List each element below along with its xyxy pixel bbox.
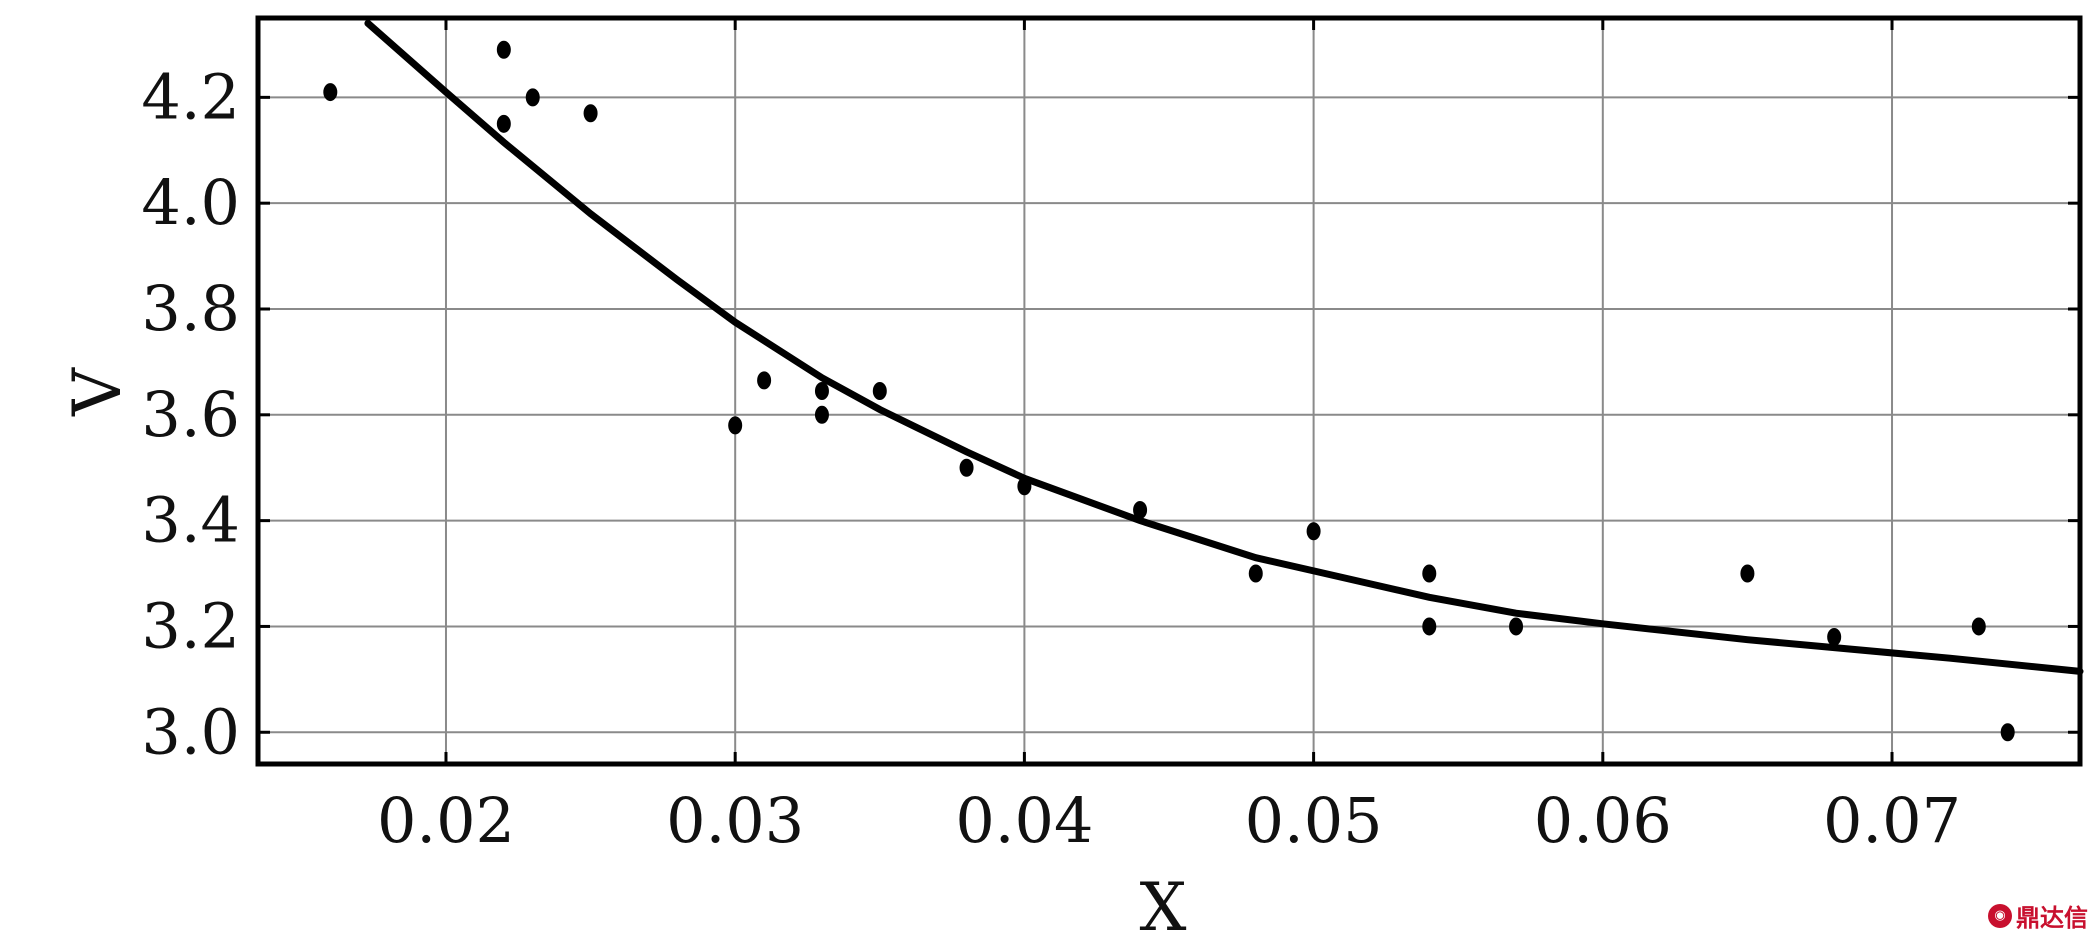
watermark-text: 鼎达信 — [2016, 904, 2088, 932]
data-point — [496, 40, 511, 59]
y-tick-label: 3.4 — [141, 484, 240, 557]
data-point — [583, 104, 598, 123]
data-point — [959, 458, 974, 477]
data-point — [872, 382, 887, 400]
x-tick-label: 0.06 — [1534, 784, 1672, 857]
data-point — [1827, 628, 1842, 647]
data-point — [728, 416, 743, 435]
x-tick-label: 0.04 — [955, 784, 1093, 857]
x-tick-label: 0.03 — [666, 784, 804, 857]
x-tick-labels: 0.02 0.03 0.04 0.05 0.06 0.07 — [377, 784, 1961, 857]
data-point — [1306, 522, 1321, 541]
data-point — [814, 382, 829, 400]
x-axis-title: X — [1140, 869, 1187, 946]
data-points — [323, 40, 2015, 742]
plot-frame — [255, 15, 2083, 767]
data-point — [757, 371, 772, 390]
data-point — [1248, 564, 1263, 583]
data-point — [1509, 617, 1524, 636]
x-tick-label: 0.05 — [1245, 784, 1383, 857]
dingdaxin-logo-icon: ◉ — [1988, 903, 2012, 928]
data-point — [1422, 564, 1437, 583]
data-point — [2000, 723, 2015, 742]
fit-curve — [364, 19, 2084, 675]
y-tick-label: 3.8 — [141, 272, 240, 345]
data-point — [1017, 477, 1032, 496]
tick-marks — [258, 18, 2080, 764]
data-point — [1133, 501, 1148, 520]
data-point — [1740, 564, 1755, 583]
y-tick-labels: 3.0 3.2 3.4 3.6 3.8 4.0 4.2 — [141, 60, 240, 768]
data-point — [525, 88, 540, 107]
y-tick-label: 3.2 — [141, 589, 240, 662]
x-tick-label: 0.07 — [1823, 784, 1961, 857]
data-point — [1971, 617, 1986, 636]
y-tick-label: 4.0 — [141, 166, 240, 239]
y-axis-title: V — [59, 367, 136, 417]
watermark: ◉ 鼎达信 — [1988, 898, 2088, 933]
data-point — [496, 114, 511, 133]
grid — [258, 18, 2080, 764]
data-point — [1422, 617, 1437, 636]
data-point — [814, 405, 829, 424]
y-tick-label: 3.6 — [141, 378, 240, 451]
y-tick-label: 4.2 — [141, 60, 240, 133]
y-tick-label: 3.0 — [141, 695, 240, 768]
data-point — [323, 83, 338, 102]
x-tick-label: 0.02 — [377, 784, 515, 857]
